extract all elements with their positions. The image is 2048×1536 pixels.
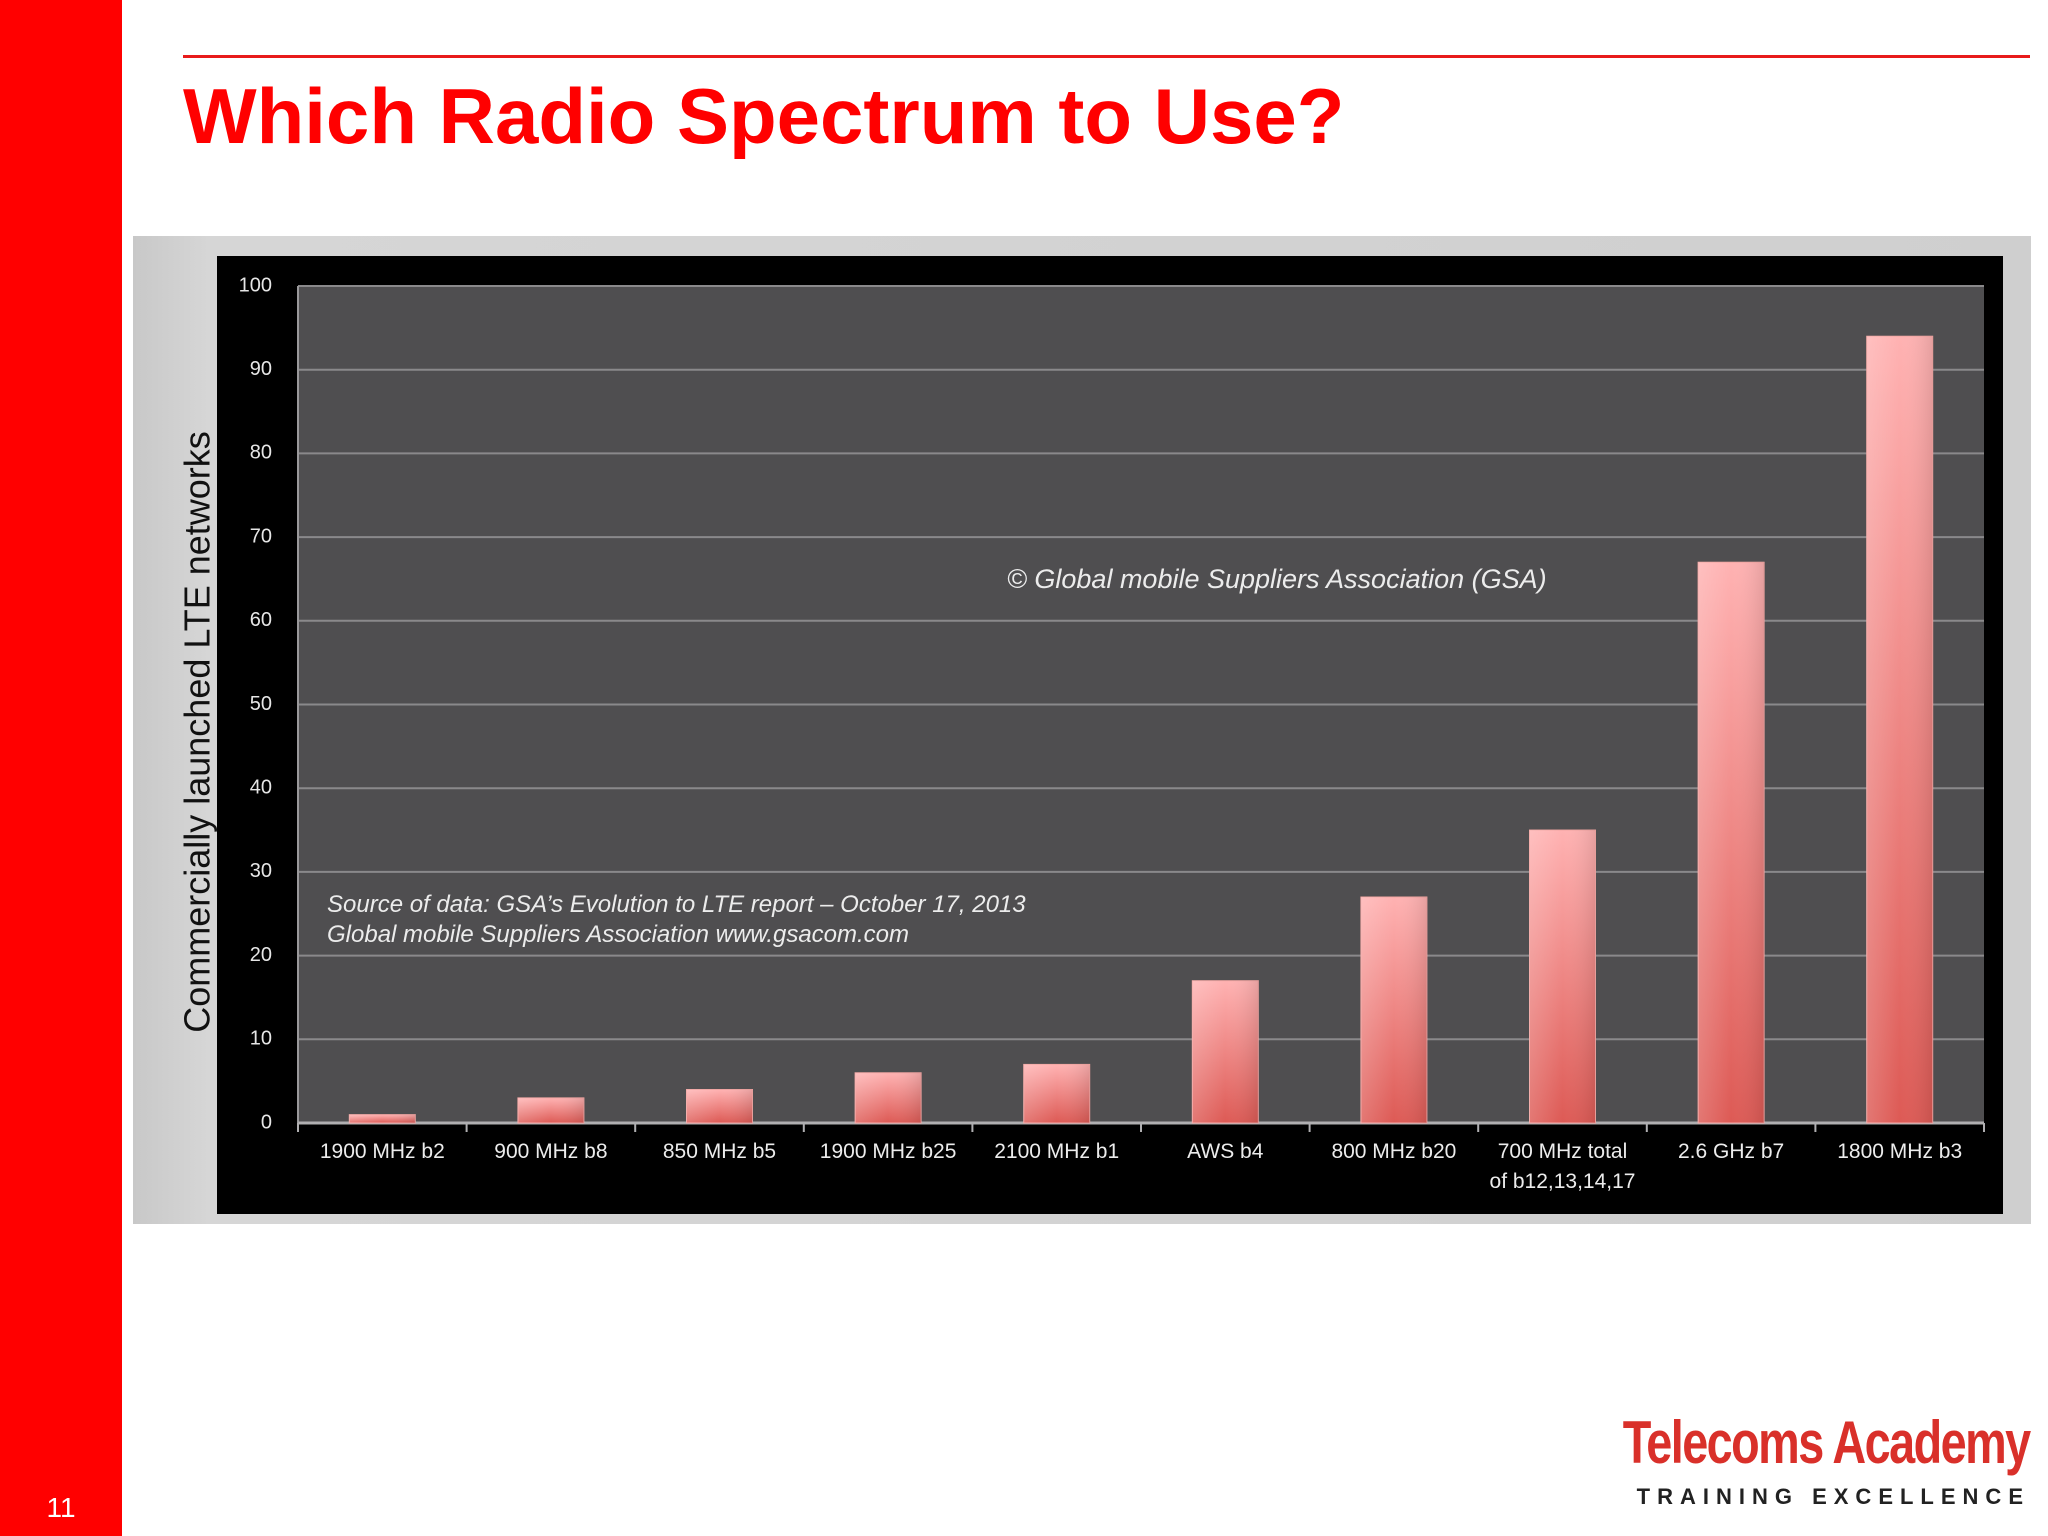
y-tick-label: 40 (250, 776, 272, 798)
x-tick-label: 1800 MHz b3 (1837, 1140, 1962, 1163)
x-tick-label: 2.6 GHz b7 (1678, 1140, 1784, 1163)
copyright-annotation: © Global mobile Suppliers Association (G… (1007, 564, 1547, 594)
y-tick-label: 70 (250, 525, 272, 547)
y-tick-label: 0 (261, 1111, 272, 1133)
bar-sheen (855, 1072, 922, 1123)
x-tick-labels: 1900 MHz b2 900 MHz b8 850 MHz b5 1900 MHz … (320, 1140, 1962, 1193)
bar-sheen (1866, 336, 1933, 1124)
bar-sheen (686, 1089, 753, 1123)
y-tick-label: 20 (250, 944, 272, 966)
bar-chart: Commercially launched LTE networks 0 10 20… (177, 256, 2003, 1214)
y-tick-label: 90 (250, 358, 272, 380)
x-tick-label: 850 MHz b5 (663, 1140, 776, 1163)
slide-title: Which Radio Spectrum to Use? (183, 72, 1345, 160)
bar-sheen (1192, 980, 1259, 1123)
x-tick-label: AWS b4 (1187, 1140, 1264, 1163)
bar-sheen (1529, 830, 1596, 1123)
y-tick-label: 60 (250, 609, 272, 631)
title-rule (183, 55, 2030, 58)
x-tick-label: 1900 MHz b2 (320, 1140, 445, 1163)
source-annotation-line1: Source of data: GSA’s Evolution to LTE r… (327, 891, 1026, 918)
bar-sheen (349, 1114, 416, 1123)
source-annotation-line2: Global mobile Suppliers Association www.… (327, 921, 909, 948)
x-axis-ticks (297, 1123, 1985, 1132)
x-tick-label: 900 MHz b8 (494, 1140, 607, 1163)
bars (348, 335, 1934, 1124)
bar-sheen (517, 1097, 584, 1123)
x-tick-label: 1900 MHz b25 (820, 1140, 957, 1163)
chart-frame: Commercially launched LTE networks 0 10 20… (133, 236, 2031, 1224)
y-tick-labels: 0 10 20 30 40 50 60 70 80 90 100 (239, 274, 272, 1133)
bar-sheen (1698, 562, 1765, 1123)
slide-sidebar (0, 0, 122, 1536)
y-tick-label: 100 (239, 274, 272, 296)
y-tick-label: 80 (250, 442, 272, 464)
bar-sheen (1023, 1064, 1090, 1123)
x-tick-label: 800 MHz b20 (1331, 1140, 1456, 1163)
logo-tagline: TRAINING EXCELLENCE (1636, 1484, 2030, 1509)
logo-wordmark: Telecoms Academy (1623, 1409, 2031, 1476)
y-tick-label: 50 (250, 693, 272, 715)
y-tick-label: 10 (250, 1028, 272, 1050)
slide-number: 11 (46, 1492, 76, 1523)
x-tick-label: 700 MHz total of b12,13,14,17 (1490, 1140, 1636, 1193)
y-tick-label: 30 (250, 860, 272, 882)
x-tick-label: 2100 MHz b1 (994, 1140, 1119, 1163)
telecoms-academy-logo: Telecoms Academy TRAINING EXCELLENCE (1600, 1409, 2031, 1522)
y-axis-label: Commercially launched LTE networks (177, 431, 218, 1033)
bar-sheen (1360, 897, 1427, 1123)
